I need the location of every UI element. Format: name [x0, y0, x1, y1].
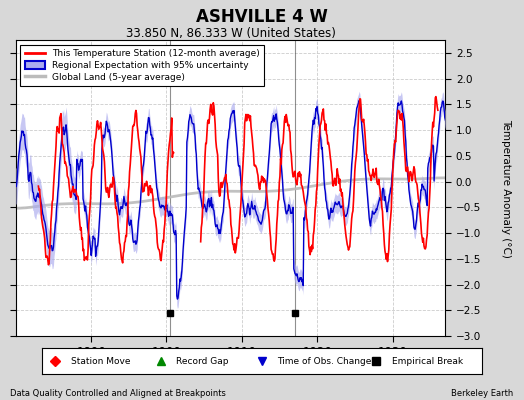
Text: Empirical Break: Empirical Break — [392, 356, 463, 366]
Text: ASHVILLE 4 W: ASHVILLE 4 W — [196, 8, 328, 26]
Text: Station Move: Station Move — [71, 356, 130, 366]
Legend: This Temperature Station (12-month average), Regional Expectation with 95% uncer: This Temperature Station (12-month avera… — [20, 44, 264, 86]
Text: Berkeley Earth: Berkeley Earth — [451, 389, 514, 398]
Text: Time of Obs. Change: Time of Obs. Change — [277, 356, 372, 366]
Text: Record Gap: Record Gap — [176, 356, 228, 366]
Text: Data Quality Controlled and Aligned at Breakpoints: Data Quality Controlled and Aligned at B… — [10, 389, 226, 398]
Title: 33.850 N, 86.333 W (United States): 33.850 N, 86.333 W (United States) — [126, 27, 335, 40]
Y-axis label: Temperature Anomaly (°C): Temperature Anomaly (°C) — [500, 118, 510, 258]
